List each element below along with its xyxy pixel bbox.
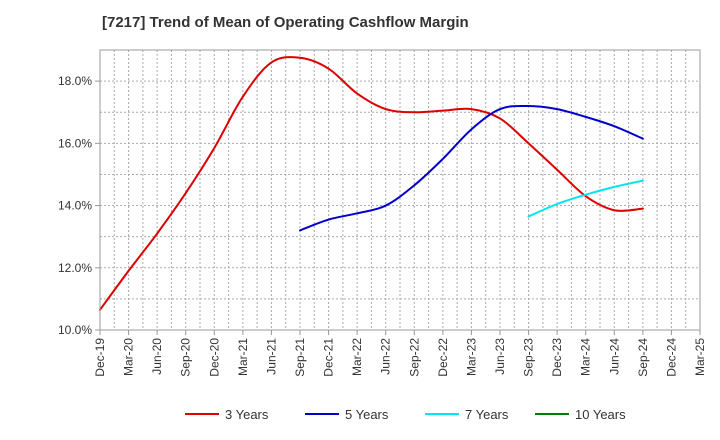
plot-border — [99, 49, 701, 331]
y-tick-label: 12.0% — [58, 261, 92, 275]
x-tick-label: Jun-21 — [264, 338, 278, 375]
x-tick-label: Mar-22 — [350, 338, 364, 376]
x-tick-label: Jun-24 — [607, 338, 621, 375]
y-tick-label: 18.0% — [58, 74, 92, 88]
x-axis: Dec-19 Mar-20 Jun-20 Sep-20 Dec-20 Mar-21 Jun-… — [93, 330, 707, 377]
legend-label-7-years: 7 Years — [465, 407, 509, 422]
y-tick-label: 10.0% — [58, 323, 92, 337]
x-tick-label: Dec-21 — [322, 338, 336, 377]
y-tick-label: 16.0% — [58, 136, 92, 150]
x-tick-label: Sep-22 — [407, 338, 421, 377]
chart-title: [7217] Trend of Mean of Operating Cashfl… — [102, 14, 469, 31]
x-tick-label: Mar-24 — [579, 338, 593, 376]
x-tick-label: Jun-23 — [493, 338, 507, 375]
legend-label-5-years: 5 Years — [345, 407, 389, 422]
x-tick-label: Dec-20 — [207, 338, 221, 377]
grid-lines — [100, 50, 700, 330]
x-tick-label: Sep-23 — [522, 338, 536, 377]
y-axis: 10.0% 12.0% 14.0% 16.0% 18.0% — [58, 74, 100, 337]
y-tick-label: 14.0% — [58, 199, 92, 213]
x-tick-label: Mar-20 — [122, 338, 136, 376]
x-tick-label: Mar-21 — [236, 338, 250, 376]
series-line-7-years — [527, 179, 644, 218]
legend: 3 Years 5 Years 7 Years 10 Years — [185, 407, 626, 422]
x-tick-label: Jun-22 — [379, 338, 393, 375]
x-tick-label: Sep-20 — [179, 338, 193, 377]
series-lines — [99, 56, 644, 311]
series-line-5-years — [299, 104, 644, 232]
x-tick-label: Jun-20 — [150, 338, 164, 375]
x-tick-label: Dec-23 — [550, 338, 564, 377]
x-tick-label: Mar-25 — [693, 338, 707, 376]
x-tick-label: Dec-24 — [664, 338, 678, 377]
x-tick-label: Mar-23 — [464, 338, 478, 376]
legend-label-10-years: 10 Years — [575, 407, 626, 422]
series-line-3-years — [99, 56, 644, 311]
x-tick-label: Sep-21 — [293, 338, 307, 377]
x-tick-label: Dec-22 — [436, 338, 450, 377]
x-tick-label: Dec-19 — [93, 338, 107, 377]
x-tick-label: Sep-24 — [636, 338, 650, 377]
legend-label-3-years: 3 Years — [225, 407, 269, 422]
